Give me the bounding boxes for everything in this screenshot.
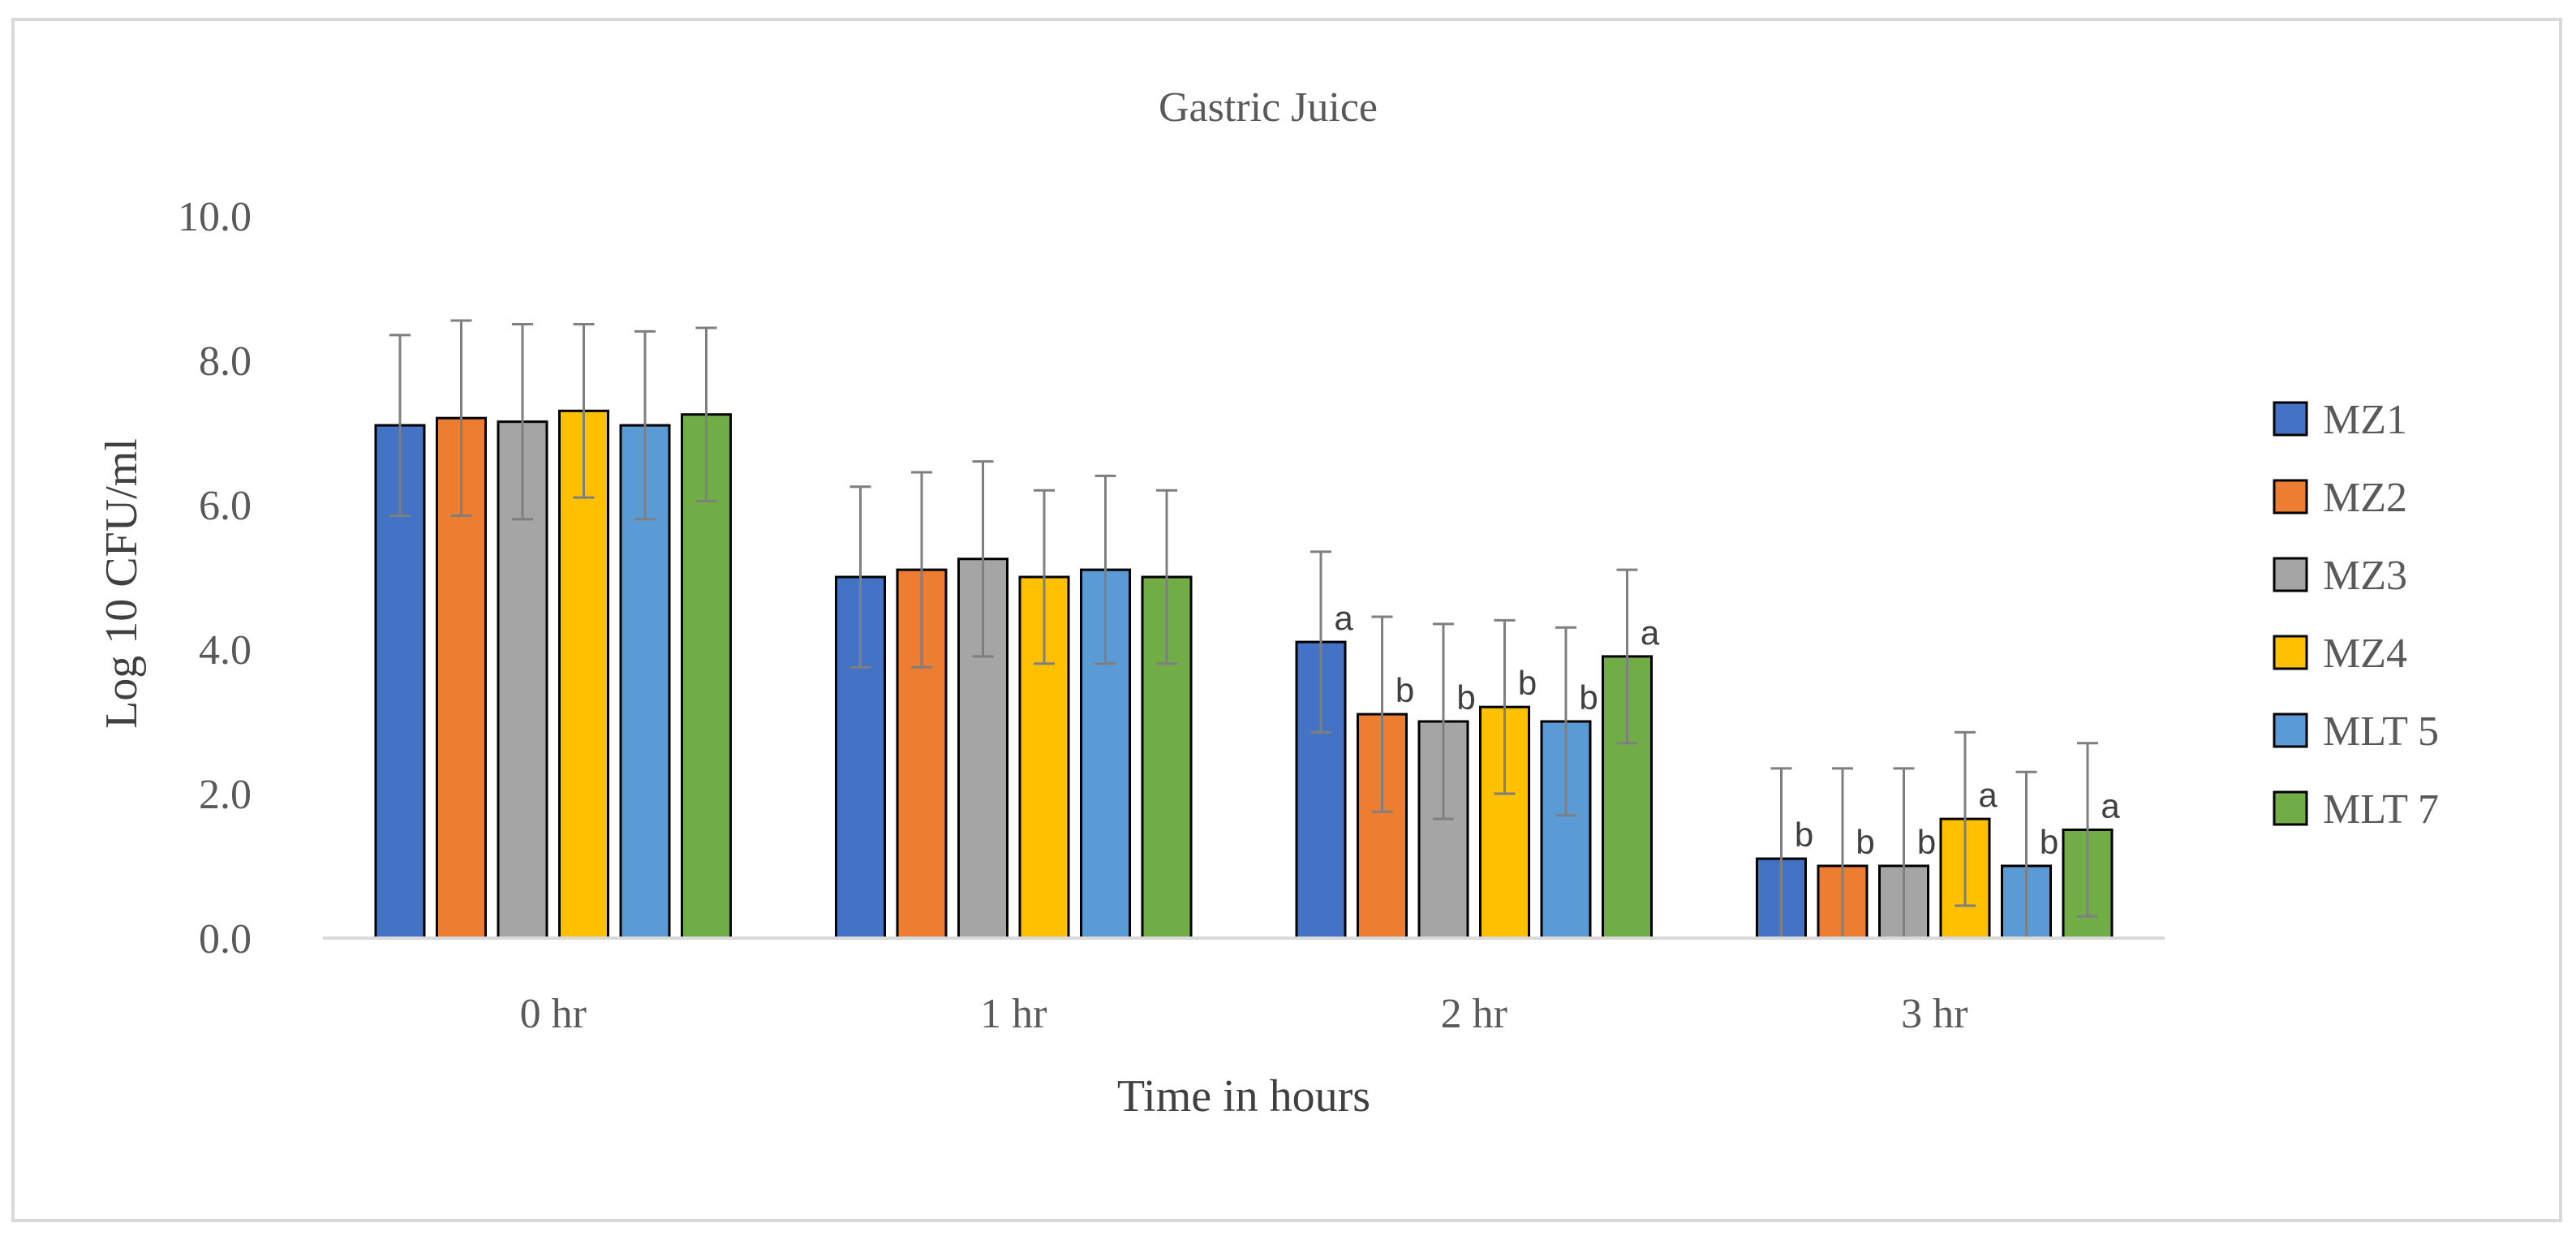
bar-mlt5-2hr <box>1540 720 1592 940</box>
significance-letter-group: a b b b b a b b b a b a <box>1334 599 2120 861</box>
y-tick-label: 10.0 <box>178 194 252 240</box>
chart-title: Gastric Juice <box>1159 84 1378 131</box>
significance-letter: a <box>1978 776 1998 814</box>
error-bar <box>450 319 472 517</box>
y-axis-ticks: 0.0 2.0 4.0 6.0 8.0 10.0 <box>178 194 252 962</box>
y-axis-label: Log 10 CFU/ml <box>97 438 147 729</box>
legend-swatch <box>2273 557 2308 592</box>
error-bar <box>1555 626 1576 817</box>
x-axis-label: Time in hours <box>1117 1071 1370 1122</box>
significance-letter: a <box>1334 599 1353 637</box>
error-bar <box>1034 489 1055 665</box>
y-tick-label: 8.0 <box>199 338 252 385</box>
legend-label: MZ2 <box>2323 475 2407 521</box>
legend-label: MZ4 <box>2323 631 2407 677</box>
error-bar <box>695 326 717 503</box>
x-tick-label: 1 hr <box>980 991 1047 1037</box>
significance-letter: b <box>1579 678 1598 717</box>
error-bar <box>573 323 595 499</box>
error-bar-group <box>389 319 2098 940</box>
error-bar <box>1094 474 1116 665</box>
legend-label: MZ3 <box>2323 553 2407 599</box>
legend-label: MLT 5 <box>2323 708 2439 755</box>
error-bar <box>1310 550 1331 734</box>
significance-letter: b <box>1456 678 1475 717</box>
error-bar <box>634 329 656 521</box>
chart-frame: Gastric Juice Log 10 CFU/ml Time in hour… <box>11 18 2562 1222</box>
legend-swatch <box>2273 635 2308 670</box>
legend-item: MZ2 <box>2273 475 2407 521</box>
significance-letter: b <box>1795 816 1813 854</box>
legend-item: MZ3 <box>2273 553 2407 599</box>
significance-letter: b <box>1396 671 1414 709</box>
error-bar <box>849 485 871 669</box>
error-bar <box>389 334 411 517</box>
legend-item: MZ1 <box>2273 397 2407 443</box>
y-tick-label: 6.0 <box>199 483 252 529</box>
significance-letter: a <box>1641 614 1660 652</box>
legend-item: MLT 7 <box>2273 786 2439 833</box>
x-tick-label: 3 hr <box>1901 991 1967 1037</box>
y-tick-label: 2.0 <box>199 772 252 818</box>
error-bar <box>1433 622 1454 820</box>
legend-item: MLT 5 <box>2273 708 2439 755</box>
significance-letter: b <box>1518 664 1537 702</box>
error-bar <box>911 471 932 669</box>
error-bar <box>972 460 994 658</box>
significance-letter: b <box>1856 823 1874 861</box>
x-tick-label: 2 hr <box>1441 991 1507 1037</box>
legend-item: MZ4 <box>2273 631 2407 677</box>
y-tick-label: 0.0 <box>199 916 252 962</box>
error-bar <box>1371 615 1393 813</box>
error-bar <box>2077 742 2098 918</box>
legend-swatch <box>2273 479 2308 515</box>
y-tick-label: 4.0 <box>199 627 252 674</box>
bar-series-group <box>374 409 2114 940</box>
error-bar <box>1955 730 1976 907</box>
significance-letter: b <box>2040 823 2058 861</box>
legend-swatch <box>2273 401 2308 437</box>
error-bar <box>512 323 533 521</box>
legend-label: MLT 7 <box>2323 786 2439 833</box>
significance-letter: b <box>1917 823 1936 861</box>
legend: MZ1 MZ2 MZ3 MZ4 MLT 5 MLT 7 <box>2273 397 2439 833</box>
legend-label: MZ1 <box>2323 397 2407 443</box>
legend-swatch <box>2273 713 2308 748</box>
x-axis-ticks: 0 hr 1 hr 2 hr 3 hr <box>520 991 1968 1037</box>
significance-letter: a <box>2101 786 2120 825</box>
error-bar <box>1494 618 1516 795</box>
error-bar <box>1616 568 1638 745</box>
bar-chart: Gastric Juice Log 10 CFU/ml Time in hour… <box>97 84 2439 1122</box>
bar-mz4-0hr <box>558 409 609 940</box>
legend-swatch <box>2273 790 2308 826</box>
error-bar <box>1156 489 1177 665</box>
x-tick-label: 0 hr <box>520 991 587 1037</box>
